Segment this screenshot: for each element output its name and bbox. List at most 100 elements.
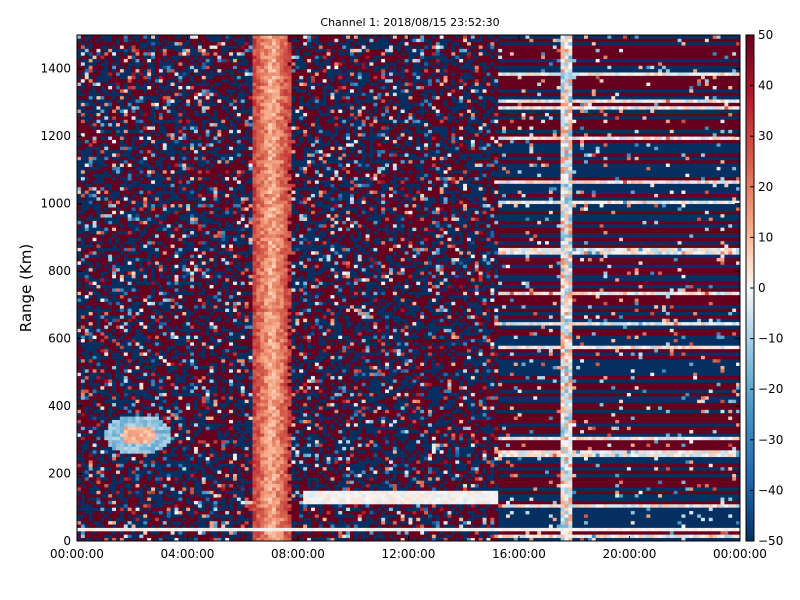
- heatmap-cell: [139, 453, 143, 457]
- heatmap-cell: [139, 514, 143, 518]
- heatmap-cell: [171, 298, 175, 302]
- heatmap-cell: [136, 183, 140, 187]
- heatmap-cell: [143, 180, 147, 184]
- heatmap-cell: [124, 342, 128, 346]
- heatmap-cell: [104, 190, 108, 194]
- heatmap-cell: [190, 531, 194, 535]
- heatmap-cell: [89, 180, 93, 184]
- heatmap-cell: [132, 386, 136, 390]
- heatmap-cell: [147, 129, 151, 133]
- heatmap-cell: [81, 497, 85, 501]
- heatmap-cell: [104, 221, 108, 225]
- heatmap-cell: [81, 170, 85, 174]
- heatmap-cell: [139, 470, 143, 474]
- heatmap-cell: [178, 484, 182, 488]
- heatmap-cell: [159, 426, 163, 430]
- heatmap-cell: [89, 484, 93, 488]
- heatmap-cell: [81, 487, 85, 491]
- heatmap-cell: [151, 453, 155, 457]
- heatmap-cell: [147, 474, 151, 478]
- heatmap-cell: [93, 217, 97, 221]
- heatmap-cell: [206, 490, 210, 494]
- heatmap-cell: [190, 119, 194, 123]
- heatmap-cell: [128, 116, 132, 120]
- heatmap-cell: [104, 170, 108, 174]
- heatmap-cell: [97, 393, 101, 397]
- heatmap-cell: [124, 254, 128, 258]
- heatmap-cell: [77, 295, 81, 299]
- heatmap-cell: [159, 65, 163, 69]
- heatmap-cell: [171, 406, 175, 410]
- heatmap-cell: [190, 507, 194, 511]
- heatmap-cell: [97, 234, 101, 238]
- heatmap-cell: [136, 217, 140, 221]
- heatmap-cell: [136, 126, 140, 130]
- heatmap-cell: [167, 86, 171, 90]
- heatmap-cell: [124, 227, 128, 231]
- heatmap-cell: [124, 396, 128, 400]
- heatmap-cell: [77, 119, 81, 123]
- heatmap-cell: [100, 416, 104, 420]
- heatmap-cell: [104, 332, 108, 336]
- heatmap-cell: [89, 349, 93, 353]
- heatmap-cell: [159, 248, 163, 252]
- heatmap-cell: [178, 497, 182, 501]
- heatmap-cell: [132, 379, 136, 383]
- heatmap-cell: [116, 514, 120, 518]
- heatmap-cell: [151, 254, 155, 258]
- heatmap-cell: [116, 59, 120, 63]
- heatmap-cell: [136, 474, 140, 478]
- heatmap-cell: [116, 123, 120, 127]
- heatmap-cell: [108, 312, 112, 316]
- heatmap-cell: [77, 52, 81, 56]
- heatmap-cell: [151, 332, 155, 336]
- heatmap-cell: [124, 470, 128, 474]
- heatmap-cell: [202, 129, 206, 133]
- heatmap-cell: [81, 450, 85, 454]
- heatmap-cell: [128, 318, 132, 322]
- heatmap-cell: [124, 140, 128, 144]
- heatmap-cell: [124, 258, 128, 262]
- heatmap-cell: [97, 335, 101, 339]
- heatmap-cell: [132, 173, 136, 177]
- heatmap-cell: [116, 251, 120, 255]
- heatmap-cell: [171, 359, 175, 363]
- heatmap-cell: [104, 160, 108, 164]
- heatmap-cell: [167, 136, 171, 140]
- heatmap-cell: [151, 470, 155, 474]
- heatmap-cell: [159, 372, 163, 376]
- heatmap-cell: [171, 345, 175, 349]
- heatmap-cell: [124, 187, 128, 191]
- heatmap-cell: [163, 38, 167, 42]
- heatmap-cell: [163, 477, 167, 481]
- heatmap-cell: [89, 480, 93, 484]
- heatmap-cell: [159, 318, 163, 322]
- heatmap-cell: [128, 86, 132, 90]
- heatmap-cell: [100, 35, 104, 39]
- heatmap-cell: [136, 406, 140, 410]
- heatmap-cell: [97, 140, 101, 144]
- heatmap-cell: [104, 409, 108, 413]
- heatmap-cell: [186, 133, 190, 137]
- heatmap-cell: [175, 35, 179, 39]
- heatmap-cell: [198, 190, 202, 194]
- heatmap-cell: [77, 183, 81, 187]
- heatmap-cell: [202, 423, 206, 427]
- heatmap-cell: [85, 453, 89, 457]
- heatmap-cell: [85, 150, 89, 154]
- heatmap-cell: [81, 396, 85, 400]
- heatmap-cell: [186, 153, 190, 157]
- heatmap-cell: [116, 490, 120, 494]
- heatmap-cell: [97, 332, 101, 336]
- heatmap-cell: [136, 403, 140, 407]
- heatmap-cell: [112, 271, 116, 275]
- heatmap-cell: [104, 177, 108, 181]
- heatmap-cell: [128, 345, 132, 349]
- heatmap-cell: [159, 52, 163, 56]
- heatmap-cell: [104, 504, 108, 508]
- heatmap-cell: [198, 345, 202, 349]
- heatmap-cell: [81, 72, 85, 76]
- heatmap-cell: [136, 177, 140, 181]
- heatmap-cell: [202, 295, 206, 299]
- heatmap-cell: [85, 231, 89, 235]
